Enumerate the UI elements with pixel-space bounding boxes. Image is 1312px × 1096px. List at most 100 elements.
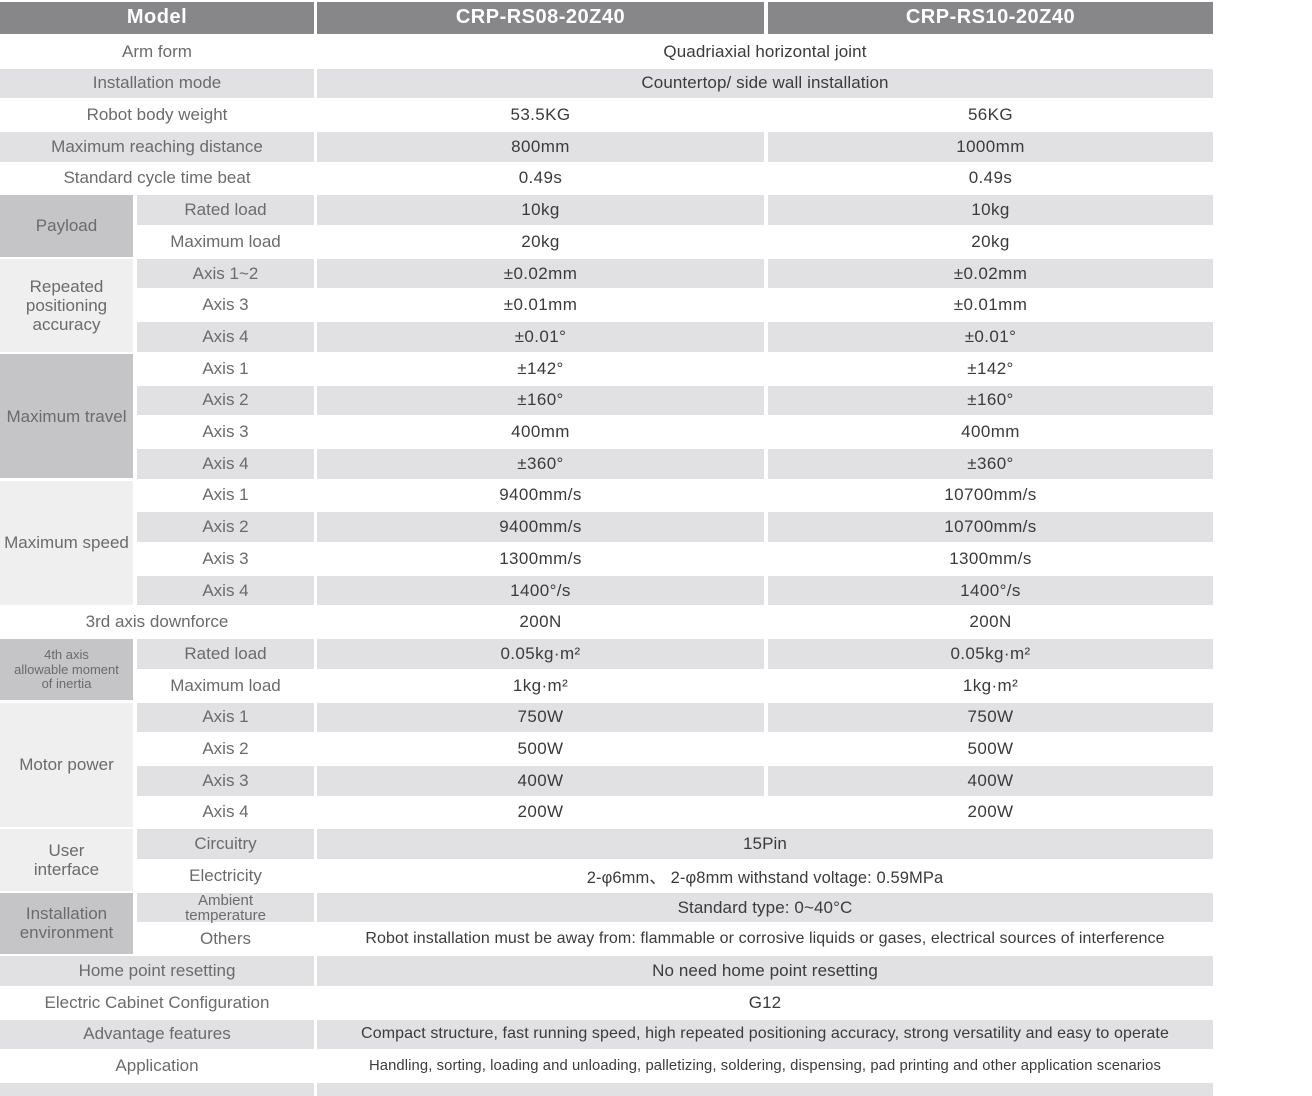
value-cell: 0.05kg·m² [768, 639, 1213, 669]
value-cell: 1000mm [768, 132, 1213, 162]
category-cell: Installation environment [0, 892, 133, 954]
row-label: Home point resetting [0, 956, 314, 986]
value-cell: 9400mm/s [317, 512, 764, 542]
value-cell: ±142° [517, 358, 564, 378]
row-sublabel: Axis 4 [137, 322, 314, 352]
row-label: Maximum reaching distance [0, 132, 314, 162]
value-cell: 1kg·m² [512, 675, 569, 695]
category-cell: Repeated positioning accuracy [0, 258, 133, 352]
row-sublabel: Axis 3 [202, 295, 249, 315]
value-cell: ±0.01° [768, 322, 1213, 352]
merged-value-cell: Countertop/ side wall installation [317, 68, 1213, 99]
value-cell: 500W [967, 739, 1014, 759]
value-cell: ±0.02mm [768, 258, 1213, 289]
value-cell: 10700mm/s [768, 512, 1213, 542]
value-cell: 0.49s [968, 168, 1013, 188]
row-label: Installation mode [0, 68, 314, 99]
merged-value-cell: 15Pin [317, 829, 1213, 859]
value-cell: 0.05kg·m² [317, 639, 764, 669]
value-cell: 56KG [967, 105, 1014, 125]
row-sublabel: Axis 1~2 [137, 258, 314, 289]
merged-value-cell: Standard type: 0~40°C [317, 892, 1213, 923]
value-cell: ±160° [768, 385, 1213, 416]
value-cell: 400W [317, 766, 764, 796]
row-sublabel: Maximum load [170, 231, 281, 251]
row-sublabel: Axis 1 [202, 358, 249, 378]
header-model-2-cell: CRP-RS10-20Z40 [768, 2, 1213, 34]
merged-value-cell: 2-φ6mm、 2-φ8mm withstand voltage: 0.59MP… [586, 868, 944, 887]
row-label: Standard cycle time beat [63, 168, 251, 188]
value-cell: 10700mm/s [944, 485, 1037, 505]
value-cell: 53.5KG [510, 105, 571, 125]
category-cell: Maximum speed [0, 480, 133, 606]
row-sublabel: Axis 1 [202, 485, 249, 505]
merged-value-cell: Robot installation must be away from: fl… [365, 930, 1165, 948]
value-cell: ±360° [768, 449, 1213, 479]
value-cell: 1300mm/s [949, 548, 1032, 568]
header-model-cell: Model [0, 2, 314, 34]
row-sublabel: Rated load [137, 195, 314, 225]
value-cell: 10kg [768, 195, 1213, 225]
value-cell: ±142° [967, 358, 1014, 378]
merged-value-cell: Compact structure, fast running speed, h… [317, 1019, 1213, 1050]
value-cell: 750W [317, 702, 764, 733]
value-cell: ±160° [317, 385, 764, 416]
row-sublabel: Others [199, 929, 252, 949]
row-label: Arm form [122, 41, 192, 61]
row-sublabel: Axis 3 [137, 766, 314, 796]
value-cell: 0.49s [518, 168, 563, 188]
value-cell: 9400mm/s [499, 485, 582, 505]
row-sublabel: Circuitry [137, 829, 314, 859]
value-cell: 200N [519, 612, 562, 632]
row-label [0, 1083, 314, 1096]
value-cell: 1400°/s [317, 575, 764, 606]
row-sublabel: Rated load [137, 639, 314, 669]
category-cell: Payload [0, 195, 133, 257]
category-cell: 4th axis allowable moment of inertia [0, 639, 133, 701]
value-cell: 20kg [521, 231, 560, 251]
row-sublabel: Electricity [189, 865, 262, 885]
value-cell: ±360° [317, 449, 764, 479]
row-sublabel: Axis 2 [137, 512, 314, 542]
row-sublabel: Axis 4 [137, 575, 314, 606]
merged-value-cell: No need home point resetting [317, 956, 1213, 986]
row-sublabel: Axis 2 [202, 739, 249, 759]
value-cell: 400mm [961, 422, 1020, 442]
value-cell: 1300mm/s [499, 548, 582, 568]
value-cell: 400W [768, 766, 1213, 796]
value-cell: ±0.01mm [953, 295, 1028, 315]
merged-value-cell [317, 1083, 1213, 1096]
value-cell: ±0.02mm [317, 258, 764, 289]
row-sublabel: Maximum load [170, 675, 281, 695]
value-cell: 1kg·m² [962, 675, 1019, 695]
category-cell: Maximum travel [0, 353, 133, 479]
value-cell: 800mm [317, 132, 764, 162]
merged-value-cell: Handling, sorting, loading and unloading… [368, 1058, 1162, 1075]
value-cell: 10kg [317, 195, 764, 225]
value-cell: 750W [768, 702, 1213, 733]
row-sublabel: Axis 4 [137, 449, 314, 479]
row-label: 3rd axis downforce [85, 612, 229, 632]
category-cell: User interface [0, 829, 133, 891]
value-cell: 200W [967, 802, 1014, 822]
value-cell: ±0.01° [317, 322, 764, 352]
value-cell: 200N [969, 612, 1012, 632]
row-label: Robot body weight [86, 105, 228, 125]
value-cell: 1400°/s [768, 575, 1213, 606]
merged-value-cell: Quadriaxial horizontal joint [663, 41, 867, 61]
value-cell: 500W [517, 739, 564, 759]
row-sublabel: Axis 2 [137, 385, 314, 416]
category-cell: Motor power [0, 702, 133, 828]
row-label: Advantage features [0, 1019, 314, 1050]
row-sublabel: Axis 3 [202, 548, 249, 568]
row-sublabel: Ambient temperature [137, 893, 314, 922]
value-cell: 400mm [511, 422, 570, 442]
value-cell: 200W [517, 802, 564, 822]
row-sublabel: Axis 3 [202, 422, 249, 442]
row-label: Application [115, 1056, 199, 1076]
row-sublabel: Axis 1 [137, 702, 314, 733]
merged-value-cell: G12 [748, 992, 782, 1012]
header-model-1-cell: CRP-RS08-20Z40 [317, 2, 764, 34]
row-sublabel: Axis 4 [202, 802, 249, 822]
